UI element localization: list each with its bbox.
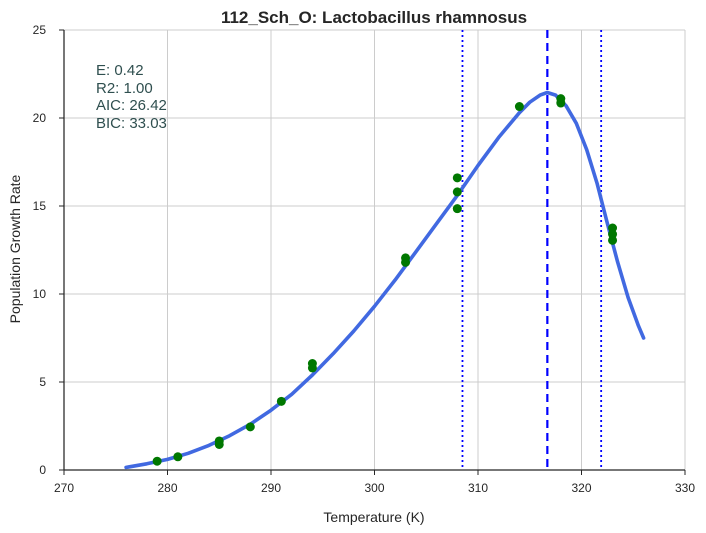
x-tick-label: 280 [157,481,177,495]
data-point [514,102,524,112]
data-point [608,235,618,245]
data-point [401,253,411,263]
data-point [556,94,566,104]
y-tick-label: 10 [33,287,47,301]
data-point [608,223,618,233]
y-tick-label: 25 [33,23,47,37]
stat-aic: AIC: 26.42 [96,97,167,114]
x-tick-label: 310 [468,481,488,495]
stat-e: E: 0.42 [96,62,144,79]
axes [59,29,686,475]
tick-labels: 270 280 290 300 310 320 330 0 5 10 15 20 25 [33,23,696,495]
y-tick-label: 20 [33,111,47,125]
y-axis-label: Population Growth Rate [7,174,23,323]
data-point [307,359,317,369]
stat-r2: R2: 1.00 [96,80,153,97]
x-tick-label: 320 [571,481,591,495]
stat-bic: BIC: 33.03 [96,115,167,132]
stats-annotation: E: 0.42 R2: 1.00 AIC: 26.42 BIC: 33.03 [96,62,167,132]
x-tick-label: 290 [261,481,281,495]
grid [64,29,686,470]
y-tick-label: 15 [33,199,47,213]
data-point [173,452,183,462]
data-point [214,436,224,446]
x-tick-label: 300 [364,481,384,495]
data-point [276,396,286,406]
x-tick-label: 330 [675,481,695,495]
data-point [452,173,462,183]
data-points [152,94,618,466]
data-point [452,204,462,214]
y-tick-label: 5 [39,375,46,389]
reference-lines [461,30,603,470]
y-tick-label: 0 [39,463,46,477]
data-point [608,229,618,239]
data-point [452,187,462,197]
x-tick-label: 270 [54,481,74,495]
x-axis-label: Temperature (K) [323,509,424,525]
data-point [152,456,162,466]
data-point [245,422,255,432]
chart-title: 112_Sch_O: Lactobacillus rhamnosus [221,8,527,27]
